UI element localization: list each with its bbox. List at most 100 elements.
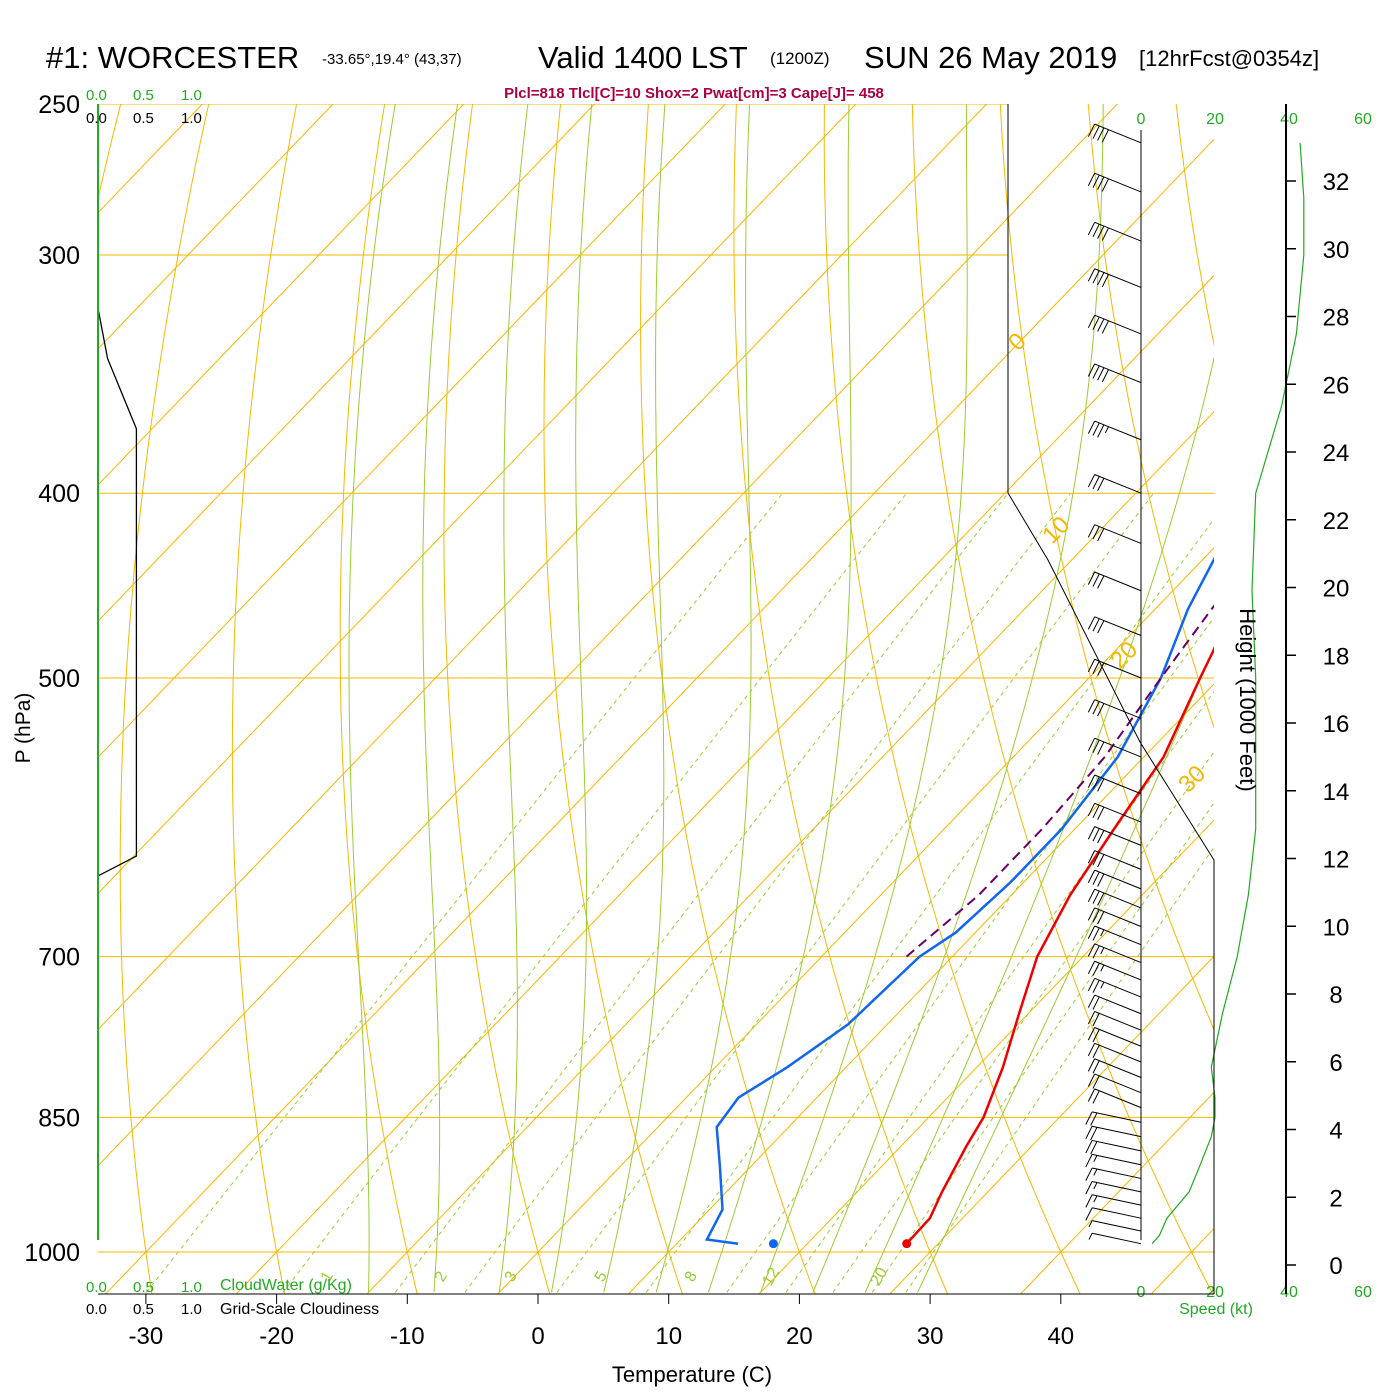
wind-barb-staff <box>1091 1194 1142 1206</box>
isotherm-line <box>98 104 204 214</box>
wind-barb <box>1087 524 1142 544</box>
moist-adiabat-line <box>422 104 458 1293</box>
mixing-ratio-line <box>556 492 1154 1293</box>
y-axis-title: P (hPa) <box>12 693 35 764</box>
dewpoint-profile <box>704 556 1214 1245</box>
wind-barb-staff <box>1094 994 1142 1015</box>
mixing-ratio-line <box>145 492 783 1293</box>
wind-speed-tick-label: 20 <box>1206 1284 1224 1301</box>
wind-barb-feather <box>1100 981 1105 989</box>
isotherm-line <box>98 104 465 486</box>
pressure-tick-label: 850 <box>38 1104 80 1132</box>
cloudwater-label: CloudWater (g/Kg) <box>220 1277 352 1294</box>
wind-barb-feather <box>1087 803 1096 817</box>
wind-barb-feather <box>1085 1194 1093 1208</box>
wind-barb-staff <box>1094 1058 1142 1078</box>
dry-adiabat-line <box>823 104 1081 1294</box>
wind-barb-feather <box>1092 125 1100 139</box>
forecast-run: [12hrFcst@0354z] <box>1139 46 1319 71</box>
wind-barb-staff <box>1091 1181 1142 1193</box>
height-tick-label: 0 <box>1329 1253 1342 1280</box>
wind-barb-feather <box>1087 571 1096 585</box>
height-tick-label: 18 <box>1323 643 1350 670</box>
temperature-surface-marker <box>902 1239 912 1249</box>
height-tick-label: 10 <box>1323 914 1350 941</box>
height-tick-label: 14 <box>1323 779 1350 806</box>
wind-barb-feather <box>1097 703 1105 717</box>
wind-barb <box>1087 888 1142 909</box>
forecast-date: SUN 26 May 2019 <box>864 40 1117 75</box>
wind-barb-staff <box>1094 420 1142 441</box>
wind-barb <box>1085 1139 1142 1155</box>
wind-barb-feather <box>1092 526 1100 540</box>
dry-adiabat-line <box>733 104 949 1294</box>
height-tick-label: 4 <box>1329 1118 1342 1145</box>
mixing-ratio-label: 20 <box>867 1265 891 1289</box>
wind-barb-staff <box>1091 1153 1142 1166</box>
wind-barb-feather <box>1092 996 1100 1010</box>
station-title: #1: WORCESTER <box>46 40 299 75</box>
wind-barb <box>1087 699 1142 719</box>
wind-barb-feather <box>1093 1195 1098 1203</box>
wind-barb-feather <box>1092 701 1100 715</box>
wind-barb-feather <box>1101 227 1109 241</box>
wind-barb-feather <box>1087 925 1096 939</box>
wind-barb-feather <box>1097 424 1105 438</box>
cloudwater-tick-top: 0.0 <box>86 87 107 104</box>
wind-barb-feather <box>1097 127 1105 141</box>
wind-barb-feather <box>1092 1060 1100 1074</box>
wind-barb-staff <box>1094 802 1142 823</box>
wind-barb-feather <box>1088 1233 1093 1240</box>
wind-barb-staff <box>1091 1207 1142 1219</box>
wind-barb-feather <box>1100 929 1105 937</box>
wind-barb-feather <box>1085 1111 1093 1125</box>
moist-adiabat-line <box>917 645 1214 1293</box>
height-tick-label: 28 <box>1323 305 1350 332</box>
wind-barb-feather <box>1097 830 1105 844</box>
wind-barb-staff <box>1094 925 1142 946</box>
thermodynamic-grid <box>98 104 1214 1294</box>
wind-barb-feather <box>1088 1220 1093 1228</box>
wind-barb-feather <box>1097 892 1105 906</box>
cloudwater-tick-bottom: 1.0 <box>181 1279 202 1296</box>
wind-barb-feather <box>1085 1140 1093 1154</box>
dry-adiabat-line <box>543 104 683 1294</box>
valid-time: Valid 1400 LST <box>538 40 748 75</box>
pressure-tick-label: 400 <box>38 480 80 508</box>
isotherm-line <box>98 104 1118 1167</box>
wind-barb-feather <box>1087 172 1096 187</box>
wind-barb-feather <box>1087 961 1096 975</box>
wind-barb-feather <box>1092 1029 1100 1043</box>
wind-barb-feather <box>1087 1027 1096 1041</box>
temperature-profile <box>905 646 1214 1245</box>
isotherm-line <box>366 411 1214 1294</box>
wind-barb-feather <box>1097 318 1105 332</box>
wind-barb-feather <box>1087 474 1096 488</box>
cloudiness-tick-bottom: 0.0 <box>86 1301 107 1318</box>
wind-barb-staff <box>1091 1220 1142 1232</box>
mixing-ratio-label: 3 <box>502 1269 521 1285</box>
wind-barb-feather <box>1097 854 1105 868</box>
isotherm-line <box>235 274 1214 1294</box>
cloudwater-tick-top: 1.0 <box>181 87 202 104</box>
wind-barb-feather <box>1092 422 1100 436</box>
wind-barb <box>1087 1058 1142 1078</box>
cloudwater-tick-bottom: 0.0 <box>86 1279 107 1296</box>
wind-barb <box>1087 571 1142 592</box>
wind-barb <box>1087 907 1142 927</box>
wind-speed-tick-label: 40 <box>1280 111 1298 128</box>
moist-adiabat-line <box>498 104 529 1293</box>
wind-barb <box>1085 1181 1142 1195</box>
wind-barb-feather <box>1087 363 1096 377</box>
isotherm-line <box>98 104 726 759</box>
wind-barb-feather <box>1087 524 1096 538</box>
wind-barb-feather <box>1092 852 1100 866</box>
wind-barb-feather <box>1100 947 1105 955</box>
wind-barb-feather <box>1097 272 1105 286</box>
wind-barb-feather <box>1101 320 1109 334</box>
wind-barb-feather <box>1092 618 1100 632</box>
wind-barb <box>1087 960 1142 981</box>
wind-barb-feather <box>1092 365 1100 379</box>
wind-barb-feather <box>1092 476 1100 490</box>
